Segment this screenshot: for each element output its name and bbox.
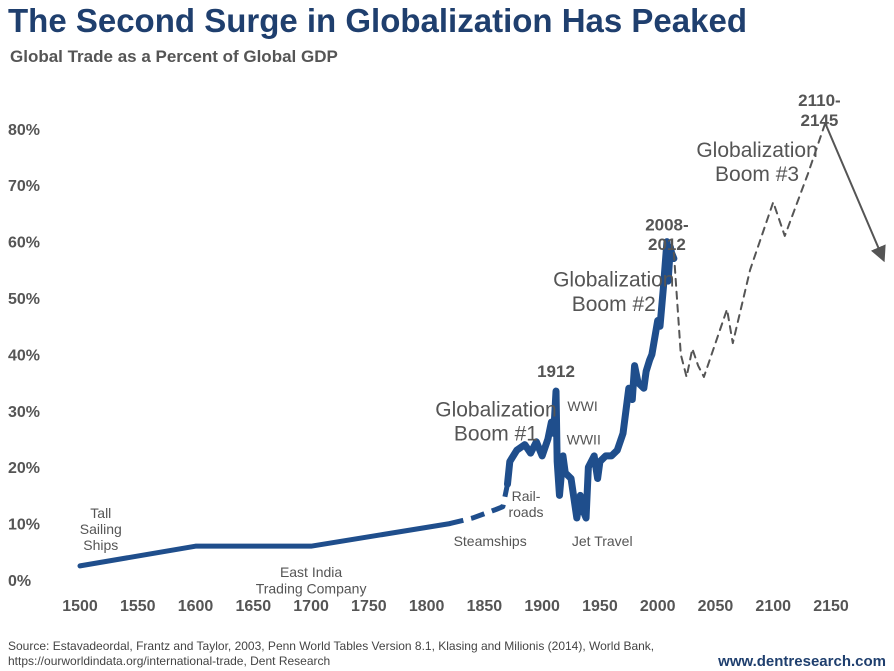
x-tick-label: 1800 — [409, 598, 445, 615]
annotation-label: 2110-2145 — [798, 91, 841, 130]
annotation-label: WWII — [567, 432, 601, 448]
x-tick-label: 1650 — [236, 598, 272, 615]
chart-subtitle: Global Trade as a Percent of Global GDP — [10, 47, 338, 66]
annotation-label: 1912 — [537, 362, 575, 381]
y-tick-label: 20% — [8, 460, 40, 477]
source-line-2: https://ourworldindata.org/international… — [8, 654, 331, 668]
y-tick-label: 10% — [8, 517, 40, 534]
source-note: Source: Estavadeordal, Frantz and Taylor… — [8, 639, 654, 669]
x-tick-label: 1550 — [120, 598, 156, 615]
source-line-1: Source: Estavadeordal, Frantz and Taylor… — [8, 639, 655, 653]
y-tick-label: 60% — [8, 235, 40, 252]
y-tick-label: 0% — [8, 573, 31, 590]
x-tick-label: 1950 — [582, 598, 618, 615]
x-tick-label: 1600 — [178, 598, 214, 615]
series-line-arrow — [824, 122, 886, 263]
annotation-label: 2008-2012 — [645, 215, 688, 254]
y-tick-label: 80% — [8, 122, 40, 139]
x-tick-label: 2050 — [698, 598, 734, 615]
x-tick-label: 1750 — [351, 598, 387, 615]
x-tick-label: 1850 — [467, 598, 503, 615]
annotation-label: Tall Sailing Ships — [80, 505, 122, 553]
annotation-label: WWI — [567, 398, 597, 414]
annotation-label: Globalization Boom #2 — [553, 269, 674, 316]
series-line-solid — [77, 521, 453, 569]
x-tick-label: 2150 — [813, 598, 849, 615]
website-link[interactable]: www.dentresearch.com — [718, 653, 886, 670]
y-tick-label: 40% — [8, 347, 40, 364]
series-line-dashed — [449, 483, 510, 527]
annotation-label: Steamships — [454, 533, 527, 549]
annotation-label: Globalization Boom #3 — [696, 139, 817, 186]
chart-title: The Second Surge in Globalization Has Pe… — [8, 2, 748, 39]
x-tick-label: 1700 — [293, 598, 329, 615]
annotation-label: Globalization Boom #1 — [435, 398, 556, 445]
annotation-label: Jet Travel — [572, 533, 633, 549]
y-tick-label: 50% — [8, 291, 40, 308]
annotation-label: East India Trading Company — [256, 564, 367, 596]
annotation-label: Rail-roads — [508, 488, 543, 520]
x-tick-label: 2000 — [640, 598, 676, 615]
x-tick-label: 1500 — [62, 598, 98, 615]
series-line-dashed-forecast — [672, 122, 827, 378]
y-tick-label: 70% — [8, 178, 40, 195]
x-tick-label: 2100 — [755, 598, 791, 615]
x-tick-label: 1900 — [524, 598, 560, 615]
series-line-solid-thick — [503, 238, 678, 522]
y-tick-label: 30% — [8, 404, 40, 421]
